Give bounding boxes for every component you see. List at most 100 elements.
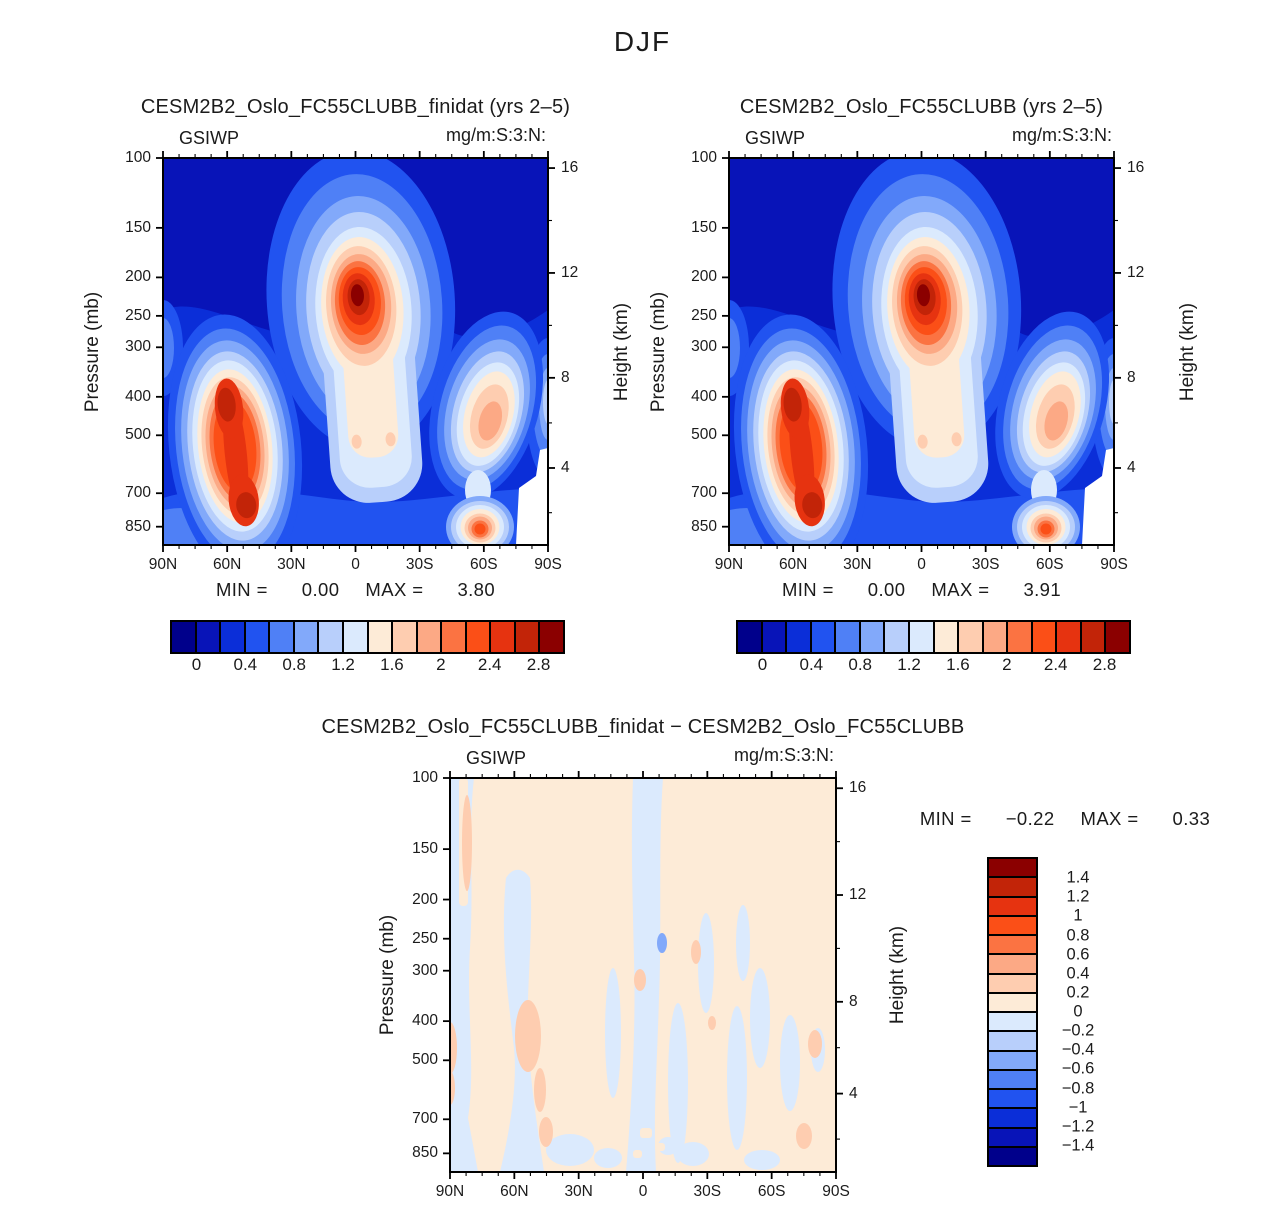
min-value: 0.00 xyxy=(867,579,906,600)
latitude-tick-label: 60N xyxy=(500,1183,529,1200)
height-tick-label: 16 xyxy=(561,159,579,177)
colorbar-tick-label: 1 xyxy=(1073,906,1083,925)
latitude-tick-label: 30S xyxy=(971,556,1000,573)
colorbar-cell xyxy=(907,622,933,652)
latitude-tick-label: 30N xyxy=(277,556,306,573)
contour-plot-mean-control xyxy=(722,151,1121,552)
colorbar-tick-label: 2.8 xyxy=(1092,655,1117,674)
pressure-tick-label: 300 xyxy=(691,338,717,356)
colorbar-labels: 0 0.4 0.8 1.2 1.6 2 2.4 2.8 xyxy=(738,655,1129,677)
colorbar-tick-label: 0.6 xyxy=(1066,945,1090,964)
colorbar-tick-label: 1.2 xyxy=(897,655,921,674)
colorbar-cell xyxy=(989,895,1036,915)
latitude-tick-label: 60S xyxy=(1036,556,1064,573)
pressure-tick-label: 100 xyxy=(412,769,438,786)
pressure-tick-label: 500 xyxy=(691,426,717,444)
pressure-axis-label: Pressure (mb) xyxy=(82,291,103,412)
colorbar-cell xyxy=(989,1011,1036,1031)
min-value: 0.00 xyxy=(301,579,340,600)
colorbar-cell xyxy=(989,1088,1036,1108)
latitude-tick-label: 0 xyxy=(917,556,926,573)
colorbar-cell xyxy=(1104,622,1129,652)
pressure-tick-label: 400 xyxy=(412,1012,438,1030)
variable-label: GSIWP xyxy=(745,128,806,148)
colorbar-tick-label: 2.4 xyxy=(477,655,502,674)
latitude-tick-label: 30S xyxy=(693,1183,722,1200)
colorbar-cell xyxy=(989,1030,1036,1050)
min-value: −0.22 xyxy=(1005,808,1055,829)
colorbar-cell xyxy=(538,622,563,652)
colorbar-cell xyxy=(317,622,342,652)
minmax-readout: MIN = 0.00 MAX = 3.91 xyxy=(782,579,1061,601)
height-tick-label: 16 xyxy=(1127,159,1145,177)
pressure-tick-label: 850 xyxy=(412,1144,438,1162)
height-tick-label: 4 xyxy=(1127,458,1136,476)
colorbar-tick-label: 2.8 xyxy=(526,655,551,674)
latitude-tick-label: 90S xyxy=(822,1183,850,1200)
latitude-tick-label: 60N xyxy=(778,556,808,573)
colorbar-tick-label: 0.2 xyxy=(1066,983,1090,1002)
pressure-tick-label: 200 xyxy=(691,268,717,286)
max-label: MAX = xyxy=(365,579,424,600)
colorbar-tick-label: 0.8 xyxy=(1066,926,1090,944)
latitude-tick-label: 90N xyxy=(435,1183,465,1200)
colorbar-cell xyxy=(268,622,293,652)
variable-label: GSIWP xyxy=(466,748,527,768)
axis-ticks xyxy=(156,151,555,552)
height-tick-label: 8 xyxy=(849,992,858,1010)
colorbar-cell xyxy=(415,622,441,652)
max-label: MAX = xyxy=(1080,808,1139,829)
pressure-tick-label: 250 xyxy=(412,929,438,947)
min-label: MIN = xyxy=(215,579,268,600)
max-value: 3.91 xyxy=(1023,579,1062,600)
latitude-tick-label: 60N xyxy=(212,556,242,573)
colorbar-labels: 1.4 1.2 1 0.8 0.6 0.4 0.2 0 −0.2 −0.4 −0.6 −0.8 −1 −1… xyxy=(1040,859,1116,1165)
minmax-readout: MIN = −0.22 MAX = 0.33 xyxy=(920,808,1210,830)
pressure-tick-label: 400 xyxy=(125,387,151,405)
colorbar-tick-label: 0 xyxy=(1073,1002,1083,1021)
colorbar-cell xyxy=(738,622,761,652)
latitude-tick-label: 30S xyxy=(405,556,434,573)
pressure-tick-label: 500 xyxy=(412,1051,438,1069)
colorbar-cell xyxy=(243,622,269,652)
colorbar-cell xyxy=(834,622,859,652)
colorbar-cell xyxy=(1006,622,1031,652)
colorbar-cell xyxy=(513,622,539,652)
latitude-tick-label: 60S xyxy=(757,1183,786,1200)
colorbar-cell xyxy=(489,622,514,652)
colorbar-tick-label: −0.6 xyxy=(1061,1059,1095,1078)
colorbar-cell xyxy=(341,622,367,652)
colorbar-tick-label: −1.2 xyxy=(1061,1117,1095,1136)
panel-mean-control: CESM2B2_Oslo_FC55CLUBB (yrs 2–5) GSIWP m… xyxy=(648,96,1198,674)
figure-title: DJF xyxy=(613,26,672,57)
colorbar-cell xyxy=(989,876,1036,896)
colorbar-cell xyxy=(989,1145,1036,1165)
colorbar-tick-label: 0.4 xyxy=(799,655,824,674)
colorbar-mean-control xyxy=(736,620,1131,654)
units-label: mg/m:S:3:N: xyxy=(1011,125,1112,145)
colorbar-cell xyxy=(785,622,810,652)
latitude-tick-label: 0 xyxy=(638,1183,648,1200)
colorbar-labels: 0 0.4 0.8 1.2 1.6 2 2.4 2.8 xyxy=(172,655,563,677)
colorbar-cell xyxy=(989,1126,1036,1146)
latitude-tick-label: 30N xyxy=(564,1183,593,1200)
colorbar-cell xyxy=(981,622,1007,652)
colorbar-cell xyxy=(989,914,1036,934)
panel-title: CESM2B2_Oslo_FC55CLUBB (yrs 2–5) xyxy=(739,96,1104,118)
colorbar-tick-label: −0.2 xyxy=(1061,1021,1095,1040)
colorbar-tick-label: 2 xyxy=(436,655,446,674)
min-label: MIN = xyxy=(919,808,972,829)
pressure-axis-label: Pressure (mb) xyxy=(377,914,398,1036)
pressure-axis-label: Pressure (mb) xyxy=(648,291,669,412)
colorbar-cell xyxy=(194,622,220,652)
height-tick-label: 4 xyxy=(849,1084,858,1102)
colorbar-cell xyxy=(1030,622,1056,652)
max-label: MAX = xyxy=(931,579,990,600)
colorbar-cell xyxy=(989,972,1036,992)
height-tick-label: 8 xyxy=(561,368,570,386)
colorbar-cell xyxy=(989,1049,1036,1069)
contour-plot-mean-finidat xyxy=(156,151,555,552)
colorbar-tick-label: 1.4 xyxy=(1066,868,1090,887)
variable-label: GSIWP xyxy=(179,128,240,148)
pressure-tick-label: 250 xyxy=(691,306,717,324)
